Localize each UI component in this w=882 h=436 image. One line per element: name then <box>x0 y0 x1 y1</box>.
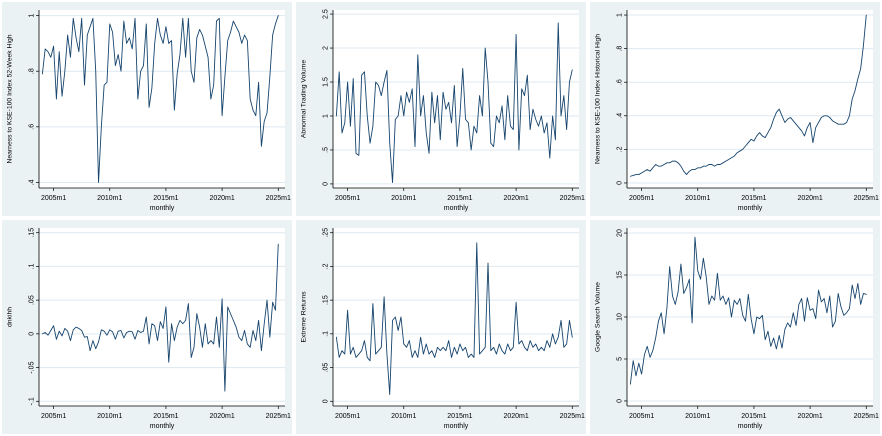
y-tick-label: .6 <box>617 79 624 85</box>
y-tick-label: 0 <box>323 399 330 403</box>
chart-panel-abnormal-trading-volume: 0 .5 1 1.5 2 2.5 2005m1 2010m1 2015m1 2020m1 2025m… <box>296 2 586 216</box>
series-line <box>629 14 867 177</box>
x-tick-label: 2020m1 <box>797 413 822 420</box>
x-tick-label: 2015m1 <box>447 195 472 202</box>
x-tick-label: 2010m1 <box>391 413 416 420</box>
y-axis-title: Nearness to KSE-100 Index 52-Week High <box>7 34 14 163</box>
x-axis-title: monthly <box>444 423 469 430</box>
y-tick-label: 0 <box>323 182 330 186</box>
x-tick-label: 2005m1 <box>335 413 360 420</box>
x-tick-label: 2015m1 <box>153 413 178 420</box>
plot-area <box>333 10 579 188</box>
series-line <box>629 236 867 385</box>
y-tick-label: -.05 <box>29 361 36 373</box>
x-tick-label: 2015m1 <box>741 413 766 420</box>
y-tick-label: 5 <box>617 357 624 361</box>
series-line <box>41 15 279 183</box>
y-axis-title: Abnormal Trading Volume <box>301 60 308 138</box>
y-tick-label: 0 <box>617 399 624 403</box>
chart-dnkihh: -.1 -.05 0 .05 .1 .15 2005m1 2010m1 2015m1 2020m1… <box>7 228 292 430</box>
x-tick-label: 2020m1 <box>503 195 528 202</box>
y-tick-label: .2 <box>323 263 330 269</box>
x-tick-label: 2025m1 <box>560 413 585 420</box>
x-tick-label: 2015m1 <box>447 413 472 420</box>
x-axis-title: monthly <box>444 205 469 212</box>
x-tick-label: 2010m1 <box>685 413 710 420</box>
x-tick-label: 2025m1 <box>266 413 291 420</box>
y-tick-label: .6 <box>29 124 36 130</box>
chart-abnormal-trading-volume: 0 .5 1 1.5 2 2.5 2005m1 2010m1 2015m1 2020m1 2025m… <box>301 9 586 212</box>
x-axis-title: monthly <box>150 423 175 430</box>
y-tick-label: .1 <box>29 263 36 269</box>
y-tick-label: .4 <box>617 113 624 119</box>
y-tick-label: 0 <box>617 181 624 185</box>
y-tick-label: .15 <box>29 228 36 238</box>
y-tick-label: .5 <box>323 147 330 153</box>
x-axis-title: monthly <box>738 423 763 430</box>
y-tick-label: 15 <box>617 271 624 279</box>
y-tick-label: 1 <box>617 13 624 17</box>
y-tick-label: .4 <box>29 179 36 185</box>
y-tick-label: 1.5 <box>323 77 330 87</box>
x-tick-label: 2020m1 <box>209 413 234 420</box>
x-tick-label: 2025m1 <box>854 195 879 202</box>
x-tick-label: 2020m1 <box>797 195 822 202</box>
x-tick-label: 2015m1 <box>741 195 766 202</box>
chart-panel-extreme-returns: 0 .05 .1 .15 .2 .25 2005m1 2010m1 2015m1 2020m1 20… <box>296 220 586 434</box>
x-tick-label: 2025m1 <box>854 413 879 420</box>
y-axis-title: dnkihh <box>7 307 14 327</box>
y-tick-label: 0 <box>29 332 36 336</box>
y-tick-label: 10 <box>617 313 624 321</box>
y-tick-label: 20 <box>617 229 624 237</box>
series-line <box>335 242 573 395</box>
chart-panel-dnkihh: -.1 -.05 0 .05 .1 .15 2005m1 2010m1 2015m1 2020m1… <box>2 220 292 434</box>
x-tick-label: 2020m1 <box>209 195 234 202</box>
x-tick-label: 2010m1 <box>391 195 416 202</box>
x-tick-label: 2010m1 <box>685 195 710 202</box>
x-axis-title: monthly <box>150 205 175 212</box>
x-tick-label: 2005m1 <box>41 195 66 202</box>
y-tick-label: .15 <box>323 295 330 305</box>
plot-area <box>627 10 873 188</box>
series-line <box>41 243 279 392</box>
x-axis-title: monthly <box>738 205 763 212</box>
x-tick-label: 2005m1 <box>41 413 66 420</box>
x-tick-label: 2005m1 <box>335 195 360 202</box>
x-tick-label: 2025m1 <box>266 195 291 202</box>
x-tick-label: 2015m1 <box>153 195 178 202</box>
x-tick-label: 2005m1 <box>629 413 654 420</box>
y-tick-label: .2 <box>617 146 624 152</box>
chart-panel-nearness-52-week-high: .4 .6 .8 1 2005m1 2010m1 2015m1 2020m1 2025m1 mon… <box>2 2 292 216</box>
y-tick-label: 1 <box>323 114 330 118</box>
y-tick-label: .1 <box>323 331 330 337</box>
x-tick-label: 2010m1 <box>97 413 122 420</box>
chart-extreme-returns: 0 .05 .1 .15 .2 .25 2005m1 2010m1 2015m1 2020m1 20… <box>301 228 586 430</box>
chart-panel-nearness-historical-high: 0 .2 .4 .6 .8 1 2005m1 2010m1 2015m1 2020m1 2025m1… <box>590 2 880 216</box>
chart-nearness-52-week-high: .4 .6 .8 1 2005m1 2010m1 2015m1 2020m1 2025m1 mon… <box>7 10 291 212</box>
chart-google-search-volume: 0 5 10 15 20 2005m1 2010m1 2015m1 2020m1 2025m1 mo… <box>595 228 879 430</box>
x-tick-label: 2025m1 <box>560 195 585 202</box>
y-tick-label: -.1 <box>29 397 36 405</box>
x-tick-label: 2005m1 <box>629 195 654 202</box>
x-tick-label: 2020m1 <box>503 413 528 420</box>
x-tick-label: 2010m1 <box>97 195 122 202</box>
y-tick-label: .8 <box>617 46 624 52</box>
chart-panel-google-search-volume: 0 5 10 15 20 2005m1 2010m1 2015m1 2020m1 2025m1 mo… <box>590 220 880 434</box>
plot-area <box>333 228 579 406</box>
y-tick-label: .05 <box>323 363 330 373</box>
y-tick-label: .05 <box>29 295 36 305</box>
plot-area <box>39 228 285 406</box>
y-tick-label: .25 <box>323 228 330 238</box>
y-axis-title: Nearness to KSE-100 Index Historical Hig… <box>595 34 602 164</box>
y-tick-label: .8 <box>29 68 36 74</box>
y-axis-title: Extreme Returns <box>301 291 308 343</box>
y-axis-title: Google Search Volume <box>595 282 602 352</box>
series-line <box>335 22 573 184</box>
chart-nearness-historical-high: 0 .2 .4 .6 .8 1 2005m1 2010m1 2015m1 2020m1 2025m1… <box>595 10 879 212</box>
y-tick-label: 2 <box>323 46 330 50</box>
y-tick-label: 1 <box>29 14 36 18</box>
y-tick-label: 2.5 <box>323 9 330 19</box>
